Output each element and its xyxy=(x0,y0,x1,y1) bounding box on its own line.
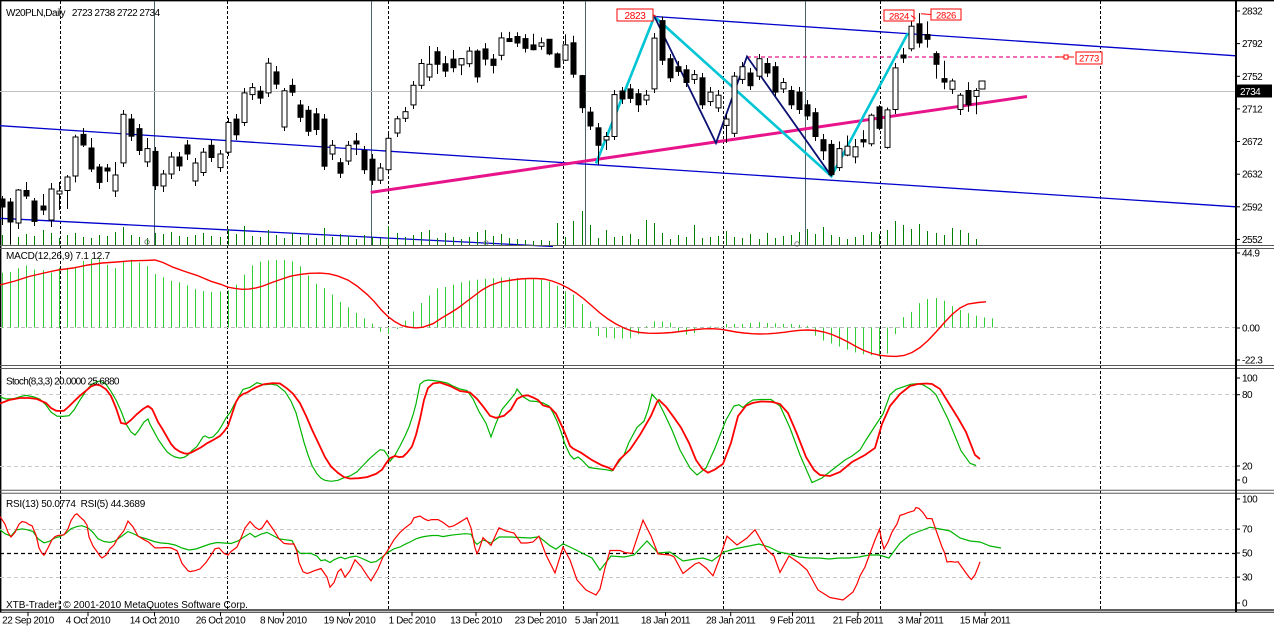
svg-text:100: 100 xyxy=(1242,374,1258,385)
svg-text:30: 30 xyxy=(1242,573,1253,584)
svg-text:18 Jan 2011: 18 Jan 2011 xyxy=(641,616,691,627)
svg-text:1 Dec 2010: 1 Dec 2010 xyxy=(389,616,437,627)
svg-text:Stoch(8,3,3) 20.0000 25.6880: Stoch(8,3,3) 20.0000 25.6880 xyxy=(6,377,120,388)
svg-text:5 Jan 2011: 5 Jan 2011 xyxy=(575,616,620,627)
svg-text:70: 70 xyxy=(1242,525,1253,536)
svg-text:15 Mar 2011: 15 Mar 2011 xyxy=(960,616,1011,627)
svg-text:2552: 2552 xyxy=(1242,235,1263,246)
svg-text:20: 20 xyxy=(1242,462,1253,473)
svg-text:0: 0 xyxy=(1242,599,1248,610)
svg-text:RSI(13) 50.0774 RSI(5) 44.368: RSI(13) 50.0774 RSI(5) 44.3689 xyxy=(6,499,146,510)
svg-text:XTB-Trader¦ © 2001-2010 MetaQu: XTB-Trader¦ © 2001-2010 MetaQuotes Softw… xyxy=(6,600,248,611)
svg-text:2712: 2712 xyxy=(1242,104,1263,115)
svg-text:26 Oct 2010: 26 Oct 2010 xyxy=(196,616,246,627)
svg-text:2832: 2832 xyxy=(1242,7,1263,18)
svg-text:2592: 2592 xyxy=(1242,202,1263,213)
svg-text:80: 80 xyxy=(1242,390,1253,401)
svg-text:2632: 2632 xyxy=(1242,170,1263,181)
svg-text:2773: 2773 xyxy=(1079,54,1099,65)
svg-text:8 Nov 2010: 8 Nov 2010 xyxy=(260,616,308,627)
svg-text:0: 0 xyxy=(1242,476,1248,487)
svg-text:22 Sep 2010: 22 Sep 2010 xyxy=(2,616,55,627)
svg-text:9 Feb 2011: 9 Feb 2011 xyxy=(770,616,816,627)
svg-text:44.9: 44.9 xyxy=(1242,249,1260,260)
svg-text:2752: 2752 xyxy=(1242,72,1263,83)
svg-text:0.00: 0.00 xyxy=(1242,324,1260,335)
svg-text:21 Feb 2011: 21 Feb 2011 xyxy=(833,616,884,627)
svg-text:-22.3: -22.3 xyxy=(1242,356,1263,367)
svg-text:3 Mar 2011: 3 Mar 2011 xyxy=(898,616,944,627)
svg-text:28 Jan 2011: 28 Jan 2011 xyxy=(706,616,756,627)
svg-text:2792: 2792 xyxy=(1242,39,1263,50)
svg-text:4 Oct 2010: 4 Oct 2010 xyxy=(66,616,111,627)
svg-text:23 Dec 2010: 23 Dec 2010 xyxy=(515,616,568,627)
svg-text:19 Nov 2010: 19 Nov 2010 xyxy=(324,616,377,627)
svg-text:2823: 2823 xyxy=(624,11,646,22)
svg-text:50: 50 xyxy=(1242,549,1253,560)
svg-text:MACD(12,26,9) 7.1 12.7: MACD(12,26,9) 7.1 12.7 xyxy=(6,251,111,262)
svg-text:2672: 2672 xyxy=(1242,137,1263,148)
svg-text:2826: 2826 xyxy=(936,11,956,22)
svg-text:100: 100 xyxy=(1242,495,1258,506)
svg-text:13 Dec 2010: 13 Dec 2010 xyxy=(450,616,503,627)
svg-text:W20PLN,Daily 2723 2738 2722: W20PLN,Daily 2723 2738 2722 2734 xyxy=(6,8,161,19)
svg-text:2734: 2734 xyxy=(1240,87,1261,98)
svg-text:14 Oct 2010: 14 Oct 2010 xyxy=(130,616,180,627)
svg-text:2824: 2824 xyxy=(889,12,909,23)
